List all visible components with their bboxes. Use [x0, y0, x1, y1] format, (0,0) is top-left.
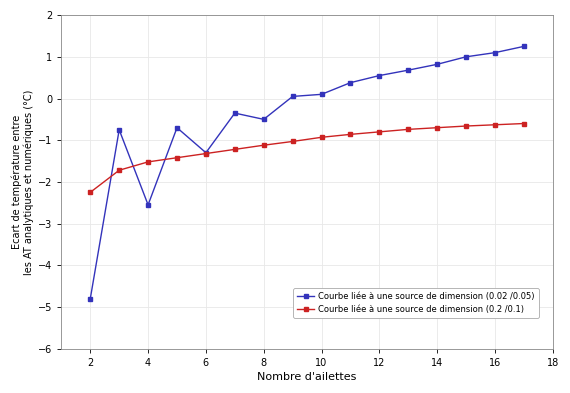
Courbe liée à une source de dimension (0.02 /0.05) [347, 80, 354, 85]
Courbe liée à une source de dimension (0.2 /0.1) [231, 147, 238, 152]
Courbe liée à une source de dimension (0.2 /0.1) [87, 190, 93, 195]
Line: Courbe liée à une source de dimension (0.2 /0.1): Courbe liée à une source de dimension (0… [88, 121, 526, 195]
Courbe liée à une source de dimension (0.2 /0.1) [376, 130, 382, 134]
Y-axis label: Ecart de température entre
les AT analytiques et numériques (°C): Ecart de température entre les AT analyt… [11, 89, 34, 275]
Courbe liée à une source de dimension (0.2 /0.1) [405, 127, 412, 132]
Courbe liée à une source de dimension (0.2 /0.1) [463, 124, 470, 129]
Courbe liée à une source de dimension (0.02 /0.05) [202, 151, 209, 155]
Courbe liée à une source de dimension (0.2 /0.1) [174, 155, 181, 160]
Courbe liée à une source de dimension (0.02 /0.05) [405, 68, 412, 73]
Courbe liée à une source de dimension (0.2 /0.1) [260, 143, 267, 147]
Courbe liée à une source de dimension (0.02 /0.05) [376, 73, 382, 78]
Courbe liée à une source de dimension (0.2 /0.1) [347, 132, 354, 137]
Courbe liée à une source de dimension (0.02 /0.05) [174, 125, 181, 130]
Courbe liée à une source de dimension (0.02 /0.05) [434, 62, 441, 67]
Courbe liée à une source de dimension (0.2 /0.1) [289, 139, 296, 144]
Courbe liée à une source de dimension (0.2 /0.1) [202, 151, 209, 156]
Line: Courbe liée à une source de dimension (0.02 /0.05): Courbe liée à une source de dimension (0… [88, 44, 526, 301]
Courbe liée à une source de dimension (0.2 /0.1) [491, 122, 498, 127]
Courbe liée à une source de dimension (0.2 /0.1) [116, 168, 123, 173]
Courbe liée à une source de dimension (0.2 /0.1) [318, 135, 325, 140]
Courbe liée à une source de dimension (0.02 /0.05) [87, 296, 93, 301]
Courbe liée à une source de dimension (0.02 /0.05) [116, 127, 123, 132]
Courbe liée à une source de dimension (0.02 /0.05) [231, 111, 238, 116]
Legend: Courbe liée à une source de dimension (0.02 /0.05), Courbe liée à une source de : Courbe liée à une source de dimension (0… [293, 288, 539, 318]
Courbe liée à une source de dimension (0.02 /0.05) [463, 55, 470, 59]
X-axis label: Nombre d'ailettes: Nombre d'ailettes [258, 372, 357, 382]
Courbe liée à une source de dimension (0.02 /0.05) [289, 94, 296, 99]
Courbe liée à une source de dimension (0.02 /0.05) [491, 50, 498, 55]
Courbe liée à une source de dimension (0.2 /0.1) [434, 125, 441, 130]
Courbe liée à une source de dimension (0.02 /0.05) [260, 117, 267, 122]
Courbe liée à une source de dimension (0.2 /0.1) [520, 121, 527, 126]
Courbe liée à une source de dimension (0.02 /0.05) [520, 44, 527, 49]
Courbe liée à une source de dimension (0.02 /0.05) [318, 92, 325, 97]
Courbe liée à une source de dimension (0.02 /0.05) [145, 202, 152, 207]
Courbe liée à une source de dimension (0.2 /0.1) [145, 160, 152, 164]
